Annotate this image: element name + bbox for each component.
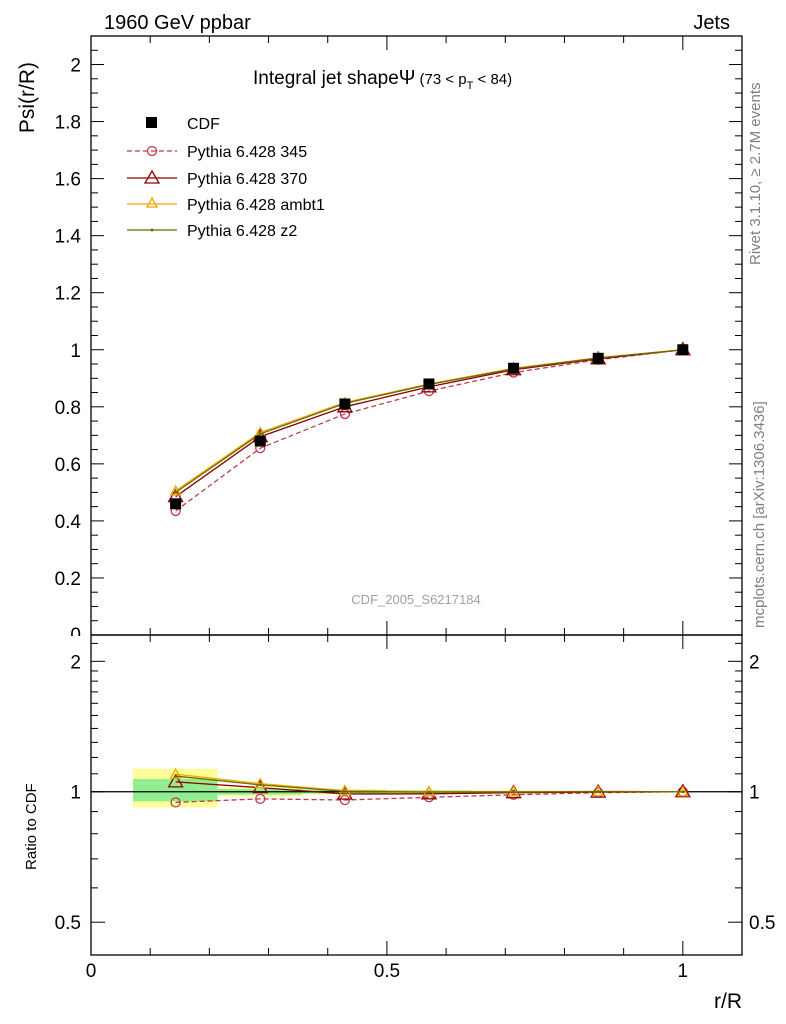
main-ytick-label-zero: 0	[70, 625, 81, 646]
ratio-point-z2	[343, 789, 347, 793]
main-point-cdf	[339, 398, 351, 410]
main-ytick-label: 1.8	[55, 113, 81, 134]
ratio-point-ambt1	[592, 785, 605, 797]
ratio-point-z2	[681, 790, 685, 794]
ratio-point-z2	[258, 783, 262, 787]
label-mask	[60, 636, 90, 650]
title-range-end: < 84)	[473, 71, 512, 88]
main-point-z2	[174, 490, 178, 494]
main-ytick-label: 1.6	[55, 170, 81, 191]
ratio-frame	[90, 634, 743, 956]
legend-label-370: Pythia 6.428 370	[187, 171, 307, 188]
main-line-345	[175, 349, 683, 512]
main-series-z2	[174, 348, 685, 494]
legend-label-cdf: CDF	[187, 116, 220, 133]
ratio-series-z2	[174, 774, 685, 794]
ratio-point-345	[339, 794, 351, 806]
legend-label-345: Pythia 6.428 345	[187, 144, 307, 161]
main-ytick-label: 0.8	[55, 398, 81, 419]
ratio-point-z2	[174, 774, 178, 778]
ratio-ytick-label-right: 0.5	[749, 913, 775, 934]
main-point-cdf	[423, 378, 435, 390]
ratio-xlabel: r/R	[714, 990, 742, 1013]
legend-label-ambt1: Pythia 6.428 ambt1	[187, 197, 325, 214]
ratio-xtick-label: 1	[678, 961, 689, 982]
title-sub: T	[467, 80, 474, 92]
main-series-cdf	[170, 344, 689, 510]
ratio-ytick-label-right: 1	[749, 783, 760, 804]
ratio-point-ambt1	[254, 777, 267, 789]
main-line-z2	[175, 349, 683, 493]
legend-marker-cdf	[146, 117, 157, 128]
ratio-point-z2	[427, 790, 431, 794]
axis-ticks: 0.2 0.4 0.6 0.8 1 1.2 1.4 1.6 1.8 2 0 0 0.5 1 0.5 0.5 1 1…	[55, 36, 775, 982]
main-line-370	[175, 349, 683, 498]
ratio-ytick-label-left: 2	[70, 652, 81, 673]
ratio-xtick-label: 0.5	[374, 961, 400, 982]
title-symbol: Ψ	[399, 67, 416, 89]
main-ylabel: Psi(r/R)	[16, 62, 39, 133]
main-ytick-label: 1.4	[55, 227, 82, 248]
title-main: Integral jet shape	[253, 68, 399, 89]
title-range: (73 < p	[419, 71, 466, 88]
main-line-ambt1	[175, 349, 683, 492]
analysis-watermark: CDF_2005_S6217184	[351, 592, 480, 607]
ratio-ytick-label-right: 2	[749, 652, 760, 673]
ratio-point-ambt1	[169, 767, 182, 779]
legend-label-z2: Pythia 6.428 z2	[187, 223, 297, 240]
main-point-cdf	[170, 498, 182, 510]
main-series	[167, 341, 691, 517]
main-series-370	[167, 341, 691, 503]
legend-marker-ambt1	[145, 196, 159, 208]
ratio-series	[167, 767, 691, 808]
legend: CDF Pythia 6.428 345 Pythia 6.428 370 Py…	[127, 116, 325, 240]
ratio-ytick-label-left: 0.5	[55, 913, 81, 934]
ratio-ytick-label-left: 1	[70, 783, 81, 804]
ratio-ylabel: Ratio to CDF	[23, 783, 40, 870]
ratio-line-345	[175, 791, 683, 804]
main-point-cdf	[254, 435, 266, 447]
main-ytick-label: 0.6	[55, 455, 81, 476]
ratio-point-370	[252, 779, 269, 794]
ratio-point-z2	[596, 790, 600, 794]
main-point-z2	[258, 432, 262, 436]
ratio-point-345	[170, 797, 181, 808]
ratio-uncertainty-bands	[91, 768, 742, 808]
legend-marker-345	[146, 145, 158, 157]
ratio-point-z2	[512, 790, 516, 794]
main-ytick-label: 2	[70, 56, 81, 77]
main-point-cdf	[592, 352, 604, 364]
rivet-label: Rivet 3.1.10, ≥ 2.7M events	[747, 83, 764, 266]
ratio-point-ambt1	[422, 785, 436, 797]
main-point-cdf	[508, 362, 520, 374]
ratio-point-370	[167, 773, 184, 788]
ratio-point-ambt1	[507, 785, 520, 797]
mcplots-label: mcplots.cern.ch [arXiv:1306.3436]	[751, 401, 768, 628]
legend-marker-370	[143, 169, 161, 184]
main-series-ambt1	[169, 343, 689, 496]
main-ytick-label: 0.4	[55, 512, 82, 533]
header-right: Jets	[693, 12, 730, 34]
ratio-point-370	[674, 783, 691, 798]
main-point-cdf	[677, 344, 689, 356]
main-ytick-label: 0.2	[55, 569, 81, 590]
main-ytick-label: 1	[70, 341, 81, 362]
ratio-point-345	[255, 793, 266, 804]
main-title: Integral jet shapeΨ (73 < pT < 84)	[253, 67, 512, 92]
main-ytick-label: 1.2	[55, 284, 81, 305]
ratio-band-green	[133, 779, 218, 802]
main-series-345	[170, 344, 688, 517]
header-left: 1960 GeV ppbar	[104, 12, 251, 34]
ratio-xtick-label: 0	[86, 961, 97, 982]
legend-marker-z2	[150, 228, 154, 232]
ratio-point-ambt1	[338, 784, 351, 796]
